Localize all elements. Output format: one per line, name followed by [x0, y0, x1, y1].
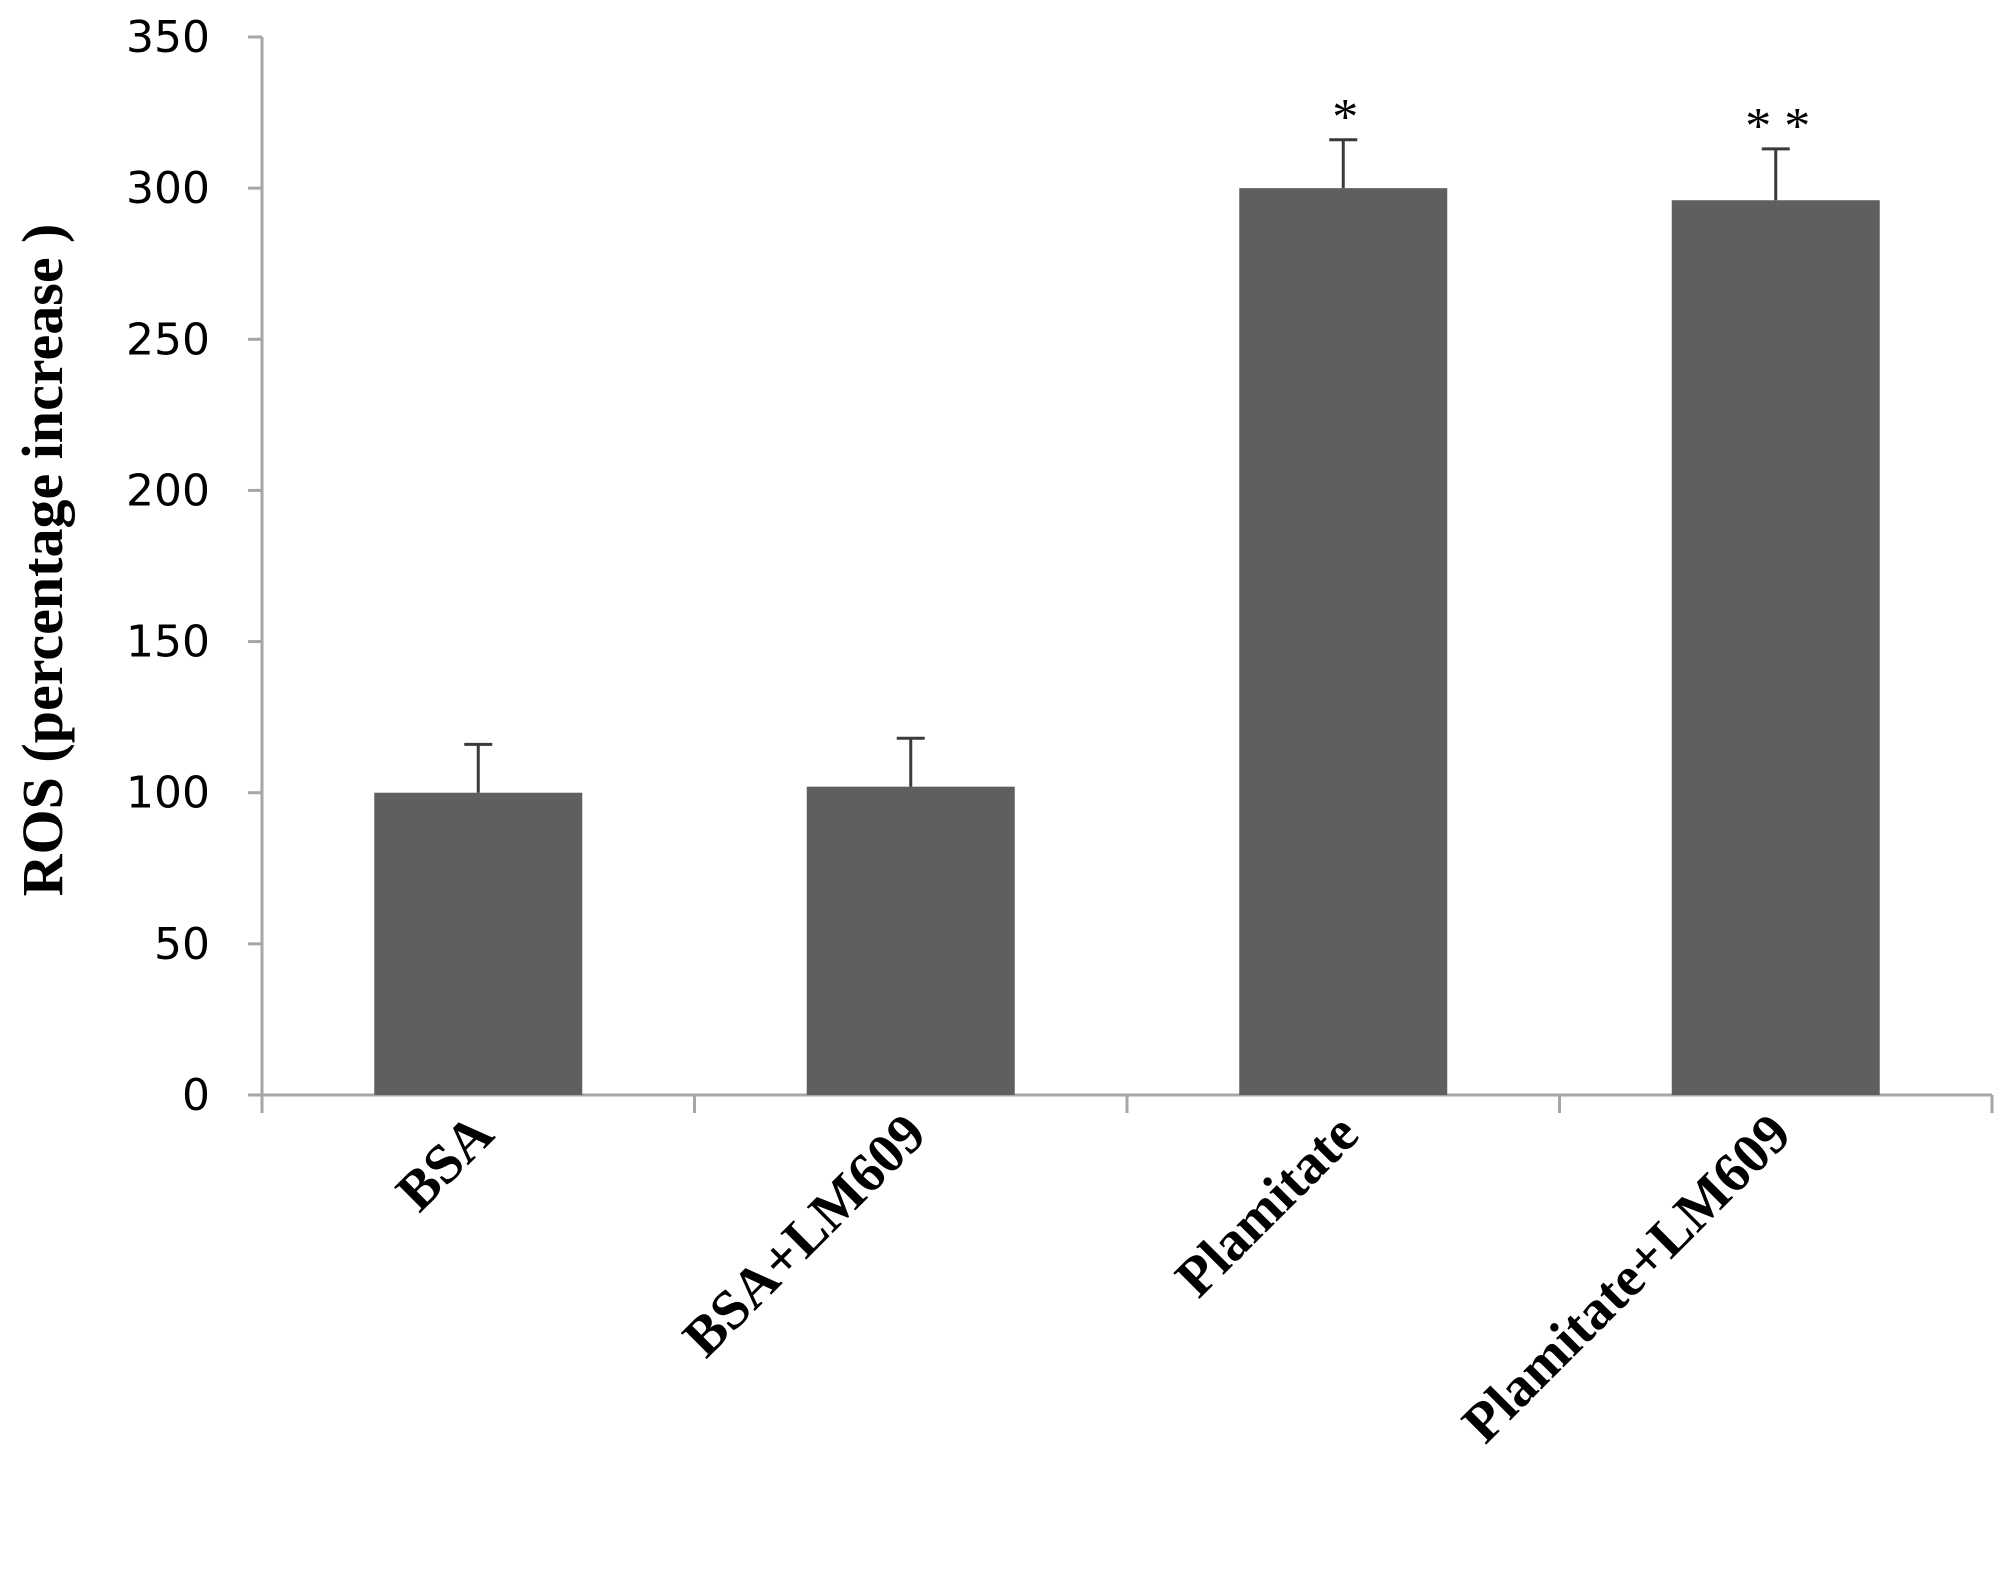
x-tick-label: BSA+LM609 — [671, 1102, 938, 1369]
y-tick-label: 50 — [154, 919, 210, 970]
y-tick-label: 150 — [126, 617, 210, 668]
x-tick-label: Plamitate — [1164, 1102, 1371, 1309]
bar — [1239, 188, 1448, 1096]
y-tick-label: 0 — [182, 1070, 210, 1121]
y-tick-label: 350 — [126, 12, 210, 63]
bar — [806, 786, 1015, 1095]
y-tick-label: 100 — [126, 768, 210, 819]
y-tick-label: 200 — [126, 465, 210, 516]
x-tick-label: Plamitate+LM609 — [1451, 1102, 1803, 1454]
bar — [374, 792, 583, 1095]
y-tick-label: 300 — [126, 163, 210, 214]
y-tick-label: 250 — [126, 314, 210, 365]
y-axis-label: ROS (percentage increase ) — [10, 224, 75, 897]
significance-marker: * * — [1745, 98, 1810, 155]
significance-marker: * — [1332, 89, 1358, 146]
bar — [1671, 200, 1880, 1096]
plot-area: 0 50 100 150 200 250 300 350 BSA BSA+LM609 * Plamit… — [126, 12, 1994, 1455]
x-tick-label: BSA — [385, 1102, 506, 1223]
